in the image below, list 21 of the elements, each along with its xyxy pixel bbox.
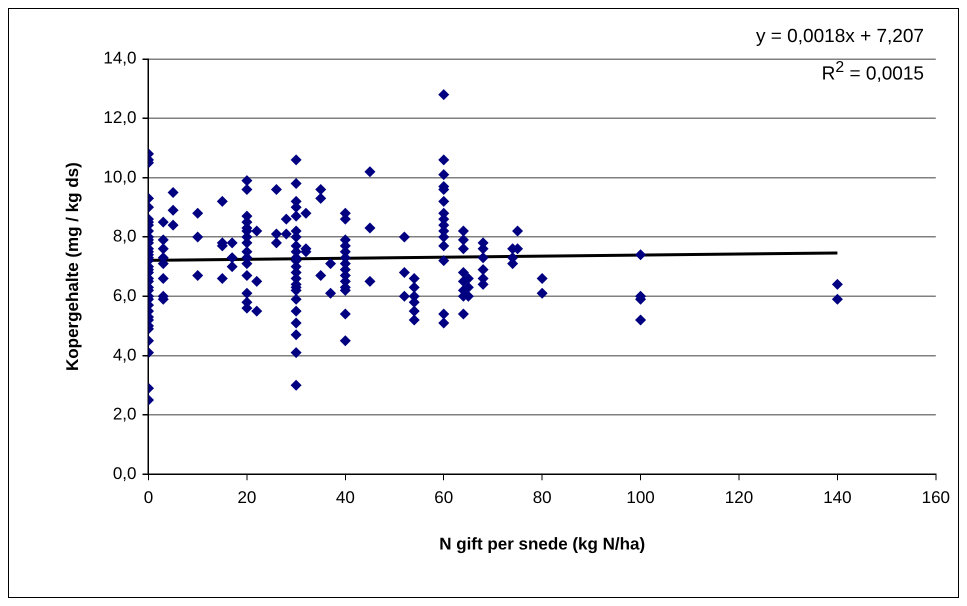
x-tick-label: 20 [237,488,256,508]
y-tick-label: 14,0 [103,48,136,68]
y-tick-label: 12,0 [103,108,136,127]
x-tick-label: 160 [922,488,950,508]
y-tick-label: 8,0 [112,226,136,246]
x-tick-label: 40 [336,488,355,508]
y-tick-label: 2,0 [112,404,136,424]
y-tick-label: 4,0 [112,345,136,364]
x-tick-label: 60 [434,488,454,508]
x-tick-label: 80 [532,488,552,508]
x-axis-title: N gift per snede (kg N/ha) [439,534,646,554]
y-axis-title: Kopergehalte (mg / kg ds) [62,162,82,371]
y-tick-label: 10,0 [103,167,136,186]
annotation: R$^{2}$ = 0,0015 [820,58,924,86]
text: y = 0,0018x + 7,207 [756,25,924,49]
y-tick-label: 0,0 [112,464,136,483]
x-tick-label: 140 [823,488,852,508]
x-tick-label: 120 [724,488,754,508]
y-tick-label: 6,0 [112,286,136,305]
x-tick-label: 0 [144,488,154,508]
x-tick-label: 100 [626,488,655,508]
